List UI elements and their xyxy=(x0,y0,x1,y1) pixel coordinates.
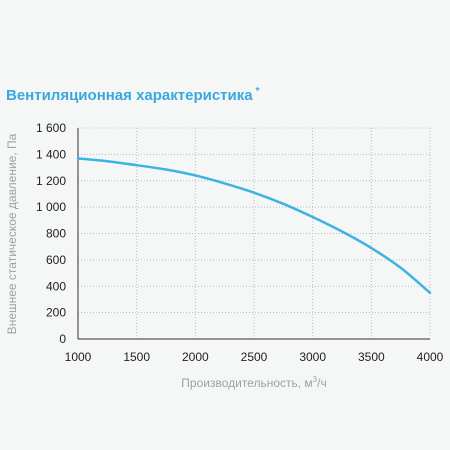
chart-title-text: Вентиляционная характеристика xyxy=(6,87,253,104)
y-tick-label: 400 xyxy=(46,279,66,293)
series-line xyxy=(76,157,432,295)
y-tick-label: 1 000 xyxy=(36,200,66,214)
y-tick-label: 0 xyxy=(59,332,66,346)
y-tick-label: 200 xyxy=(46,306,66,320)
y-tick-label: 800 xyxy=(46,227,66,241)
series xyxy=(76,157,432,295)
y-tick-label: 1 200 xyxy=(36,174,66,188)
y-axis-title: Внешнее статическое давление, Па xyxy=(5,133,19,334)
axes xyxy=(77,128,430,340)
tick-labels: 1000 1500 2000 2500 3000 3500 4000 0 200 400 600 80… xyxy=(36,121,444,364)
y-tick-label: 1 400 xyxy=(36,147,66,161)
x-tick-label: 1500 xyxy=(123,350,150,364)
chart-title: Вентиляционная характеристика * xyxy=(6,86,260,104)
y-tick-label: 1 600 xyxy=(36,121,66,135)
y-tick-label: 600 xyxy=(46,253,66,267)
x-tick-label: 1000 xyxy=(65,350,92,364)
chart-title-mark: * xyxy=(255,86,260,97)
grid xyxy=(78,127,431,339)
x-tick-label: 3500 xyxy=(358,350,385,364)
x-tick-label: 2000 xyxy=(182,350,209,364)
x-tick-label: 4000 xyxy=(417,350,444,364)
x-tick-label: 3000 xyxy=(299,350,326,364)
x-axis-title: Производительность, м3/ч xyxy=(181,375,326,390)
x-tick-label: 2500 xyxy=(241,350,268,364)
